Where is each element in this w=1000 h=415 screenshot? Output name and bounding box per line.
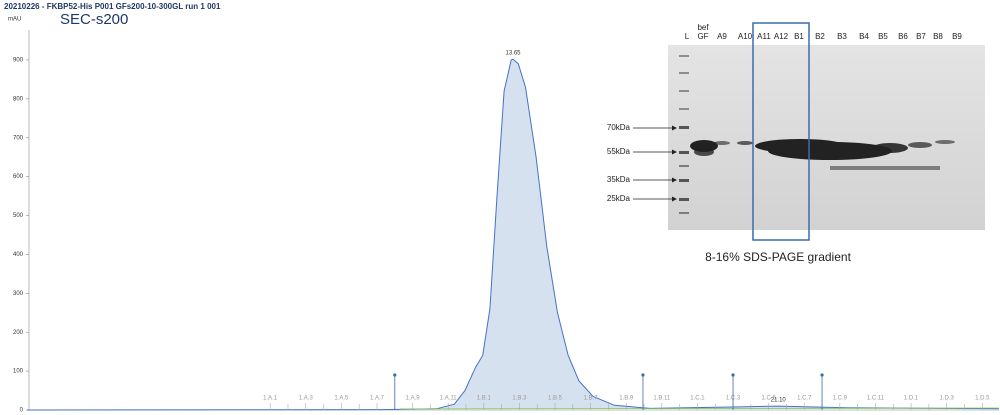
sample-bands: [690, 139, 955, 170]
fraction-label: 1.A.3: [299, 396, 314, 402]
chart-subtitle: SEC-s200: [60, 11, 128, 28]
lane-label: bef: [697, 23, 709, 32]
fraction-label: 1.B.7: [584, 396, 599, 402]
fraction-label: 1.B.1: [477, 396, 492, 402]
fraction-label: 1.A.1: [263, 396, 278, 402]
fraction-label: 1.B.3: [512, 396, 527, 402]
lane-label: L: [685, 32, 690, 41]
marker-arrowhead: [672, 125, 677, 131]
lane-label: B8: [933, 32, 943, 41]
fraction-label: 1.D.3: [939, 396, 954, 402]
fraction-label: 1.B.9: [619, 396, 634, 402]
fraction-label: 1.B.11: [653, 396, 671, 402]
y-tick-label: 700: [13, 135, 24, 141]
lane-label: B4: [859, 32, 869, 41]
fraction-label: 1.D.5: [975, 396, 990, 402]
y-axis-label: mAU: [8, 17, 21, 23]
fraction-label: 1.C.9: [833, 396, 848, 402]
ladder: [679, 55, 689, 214]
y-tick-label: 800: [13, 96, 24, 102]
lane-label: B9: [952, 32, 962, 41]
event-dot: [641, 373, 645, 377]
lane-label: B2: [815, 32, 825, 41]
baseline-trace: [399, 407, 1000, 410]
event-dot: [820, 373, 824, 377]
marker-label: 55kDa: [607, 147, 631, 156]
fraction-label: 1.A.11: [440, 396, 458, 402]
lane-label: A10: [738, 32, 753, 41]
peak-label: 21.10: [771, 398, 787, 404]
area-fill: [27, 59, 999, 410]
lane-label: B3: [837, 32, 847, 41]
y-tick-label: 400: [13, 252, 24, 258]
lane-label: B6: [898, 32, 908, 41]
fraction-label: 1.C.1: [690, 396, 705, 402]
marker-label: 70kDa: [607, 123, 631, 132]
y-tick-label: 0: [20, 408, 24, 414]
y-tick-label: 200: [13, 330, 24, 336]
fraction-label: 1.B.5: [548, 396, 563, 402]
peak-label: 13.65: [505, 51, 521, 57]
marker-label: 35kDa: [607, 175, 631, 184]
gel-image: [668, 45, 985, 230]
lane-label: B5: [878, 32, 888, 41]
y-tick-label: 500: [13, 213, 24, 219]
event-dot: [731, 373, 735, 377]
y-tick-label: 900: [13, 58, 24, 64]
marker-arrowhead: [672, 177, 677, 183]
plot-area: 010020030040050060070080090013.6521.101.…: [13, 30, 1000, 414]
fraction-label: 1.A.5: [334, 396, 349, 402]
lane-label: B1: [794, 32, 804, 41]
lane-label: B7: [916, 32, 926, 41]
fraction-label: 1.C.5: [761, 396, 776, 402]
lane-label: A9: [717, 32, 727, 41]
y-tick-label: 100: [13, 369, 24, 375]
chart-title: 20210226 - FKBP52-His P001 GFs200-10-300…: [4, 2, 221, 11]
y-tick-label: 300: [13, 291, 24, 297]
marker-label: 25kDa: [607, 194, 631, 203]
lane-label: A12: [774, 32, 789, 41]
fraction-label: 1.D.1: [904, 396, 919, 402]
fraction-label: 1.C.11: [867, 396, 885, 402]
y-tick-label: 600: [13, 174, 24, 180]
fraction-label: 1.A.7: [370, 396, 385, 402]
fraction-label: 1.C.7: [797, 396, 812, 402]
marker-arrowhead: [672, 196, 677, 202]
event-dot: [393, 373, 397, 377]
fraction-label: 1.A.9: [406, 396, 421, 402]
gel-caption: 8-16% SDS-PAGE gradient: [705, 250, 852, 264]
lane-label: A11: [757, 32, 771, 41]
highlight-box: [752, 22, 810, 241]
lane-label: GF: [697, 32, 708, 41]
marker-arrowhead: [672, 149, 677, 155]
